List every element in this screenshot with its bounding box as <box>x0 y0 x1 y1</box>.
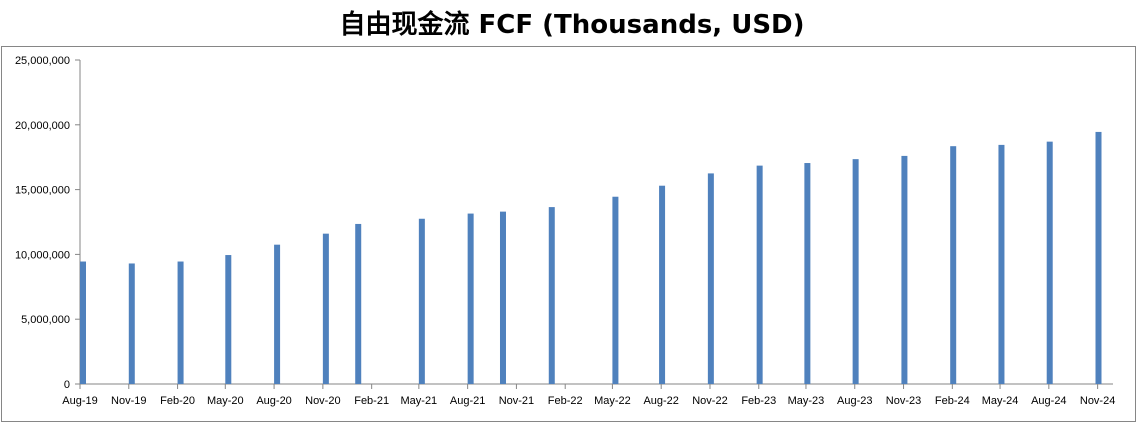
fcf-bar <box>804 163 811 384</box>
fcf-bar <box>950 146 957 384</box>
x-tick-label: Aug-24 <box>1031 395 1066 407</box>
fcf-bar <box>612 196 619 384</box>
fcf-bar <box>548 207 555 384</box>
x-tick-label: Aug-23 <box>837 395 872 407</box>
x-tick-label: May-22 <box>594 395 631 407</box>
x-axis: Aug-19 Nov-19 Feb-20 May-20 Aug-20 Nov-20 Feb-… <box>62 383 1115 407</box>
fcf-bar <box>1046 141 1053 384</box>
y-tick-label: 15,000,000 <box>15 185 70 197</box>
x-tick-label: Aug-21 <box>450 395 485 407</box>
fcf-bar <box>128 263 135 384</box>
fcf-bar <box>852 159 859 384</box>
fcf-bar <box>467 213 474 384</box>
fcf-bar <box>659 185 666 384</box>
fcf-bar <box>418 218 425 384</box>
fcf-bar <box>998 144 1005 384</box>
x-tick-label: Nov-22 <box>692 395 727 407</box>
x-tick-label: May-23 <box>788 395 825 407</box>
fcf-bar <box>225 255 232 384</box>
chart-title: 自由现金流 FCF (Thousands, USD) <box>339 9 804 40</box>
fcf-bar <box>756 165 763 384</box>
x-tick-label: Feb-23 <box>741 395 776 407</box>
x-tick-label: May-21 <box>401 395 438 407</box>
fcf-bar <box>274 244 281 384</box>
x-tick-label: Nov-20 <box>305 395 340 407</box>
fcf-bar <box>322 233 329 384</box>
fcf-bar <box>499 211 506 384</box>
fcf-bar <box>177 261 184 384</box>
fcf-bar <box>80 261 86 384</box>
x-tick-label: Aug-19 <box>62 395 97 407</box>
x-tick-label: Nov-23 <box>886 395 921 407</box>
chart-border <box>1 46 1136 422</box>
y-axis: 0 5,000,000 10,000,000 15,000,000 20,000,000… <box>15 55 81 391</box>
x-tick-label: Feb-21 <box>354 395 389 407</box>
x-tick-label: May-24 <box>982 395 1019 407</box>
fcf-bar <box>1095 131 1102 384</box>
x-tick-label: Feb-24 <box>935 395 970 407</box>
x-tick-label: May-20 <box>207 395 244 407</box>
x-tick-label: Nov-19 <box>111 395 146 407</box>
bars <box>80 131 1102 384</box>
x-tick-label: Feb-22 <box>548 395 583 407</box>
y-tick-label: 0 <box>64 379 70 391</box>
x-tick-label: Nov-21 <box>499 395 534 407</box>
x-tick-label: Aug-20 <box>256 395 291 407</box>
y-tick-label: 10,000,000 <box>15 249 70 261</box>
x-tick-label: Feb-20 <box>160 395 195 407</box>
x-tick-label: Aug-22 <box>643 395 678 407</box>
y-tick-label: 20,000,000 <box>15 120 70 132</box>
y-tick-label: 5,000,000 <box>21 314 70 326</box>
fcf-bar <box>355 223 362 384</box>
fcf-bar <box>901 155 908 384</box>
y-tick-label: 25,000,000 <box>15 55 70 67</box>
fcf-bar <box>707 173 714 384</box>
x-tick-label: Nov-24 <box>1080 395 1115 407</box>
